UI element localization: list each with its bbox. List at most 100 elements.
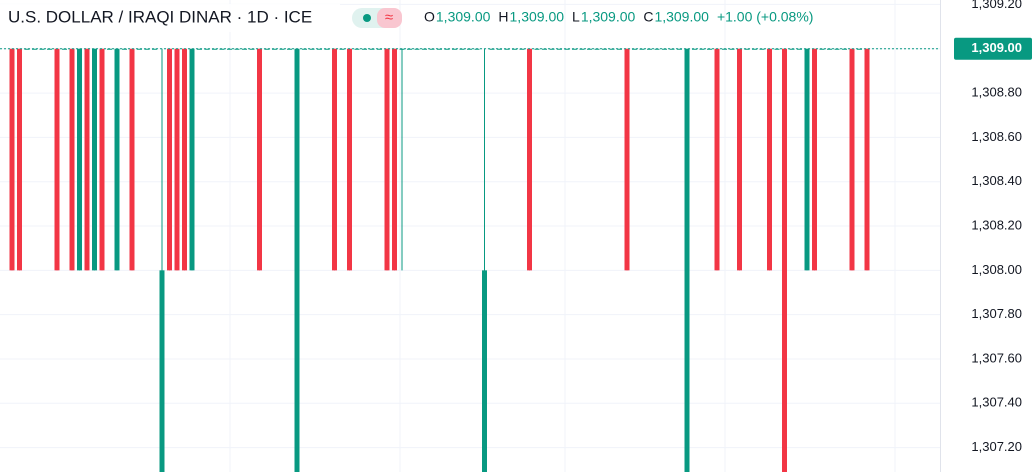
symbol-title: U.S. DOLLAR / IRAQI DINAR · 1D · ICE [8, 7, 312, 26]
candle-body [294, 48, 300, 472]
ohlc-value: 1,309.00 [510, 9, 565, 25]
ohlc-key: O [424, 9, 435, 25]
candle-body [624, 48, 630, 271]
ohlc-value: 1,309.00 [581, 9, 636, 25]
candle-body [744, 48, 750, 50]
y-tick-label: 1,308.80 [971, 85, 1022, 100]
candle-body [339, 48, 345, 50]
ohlc-key: H [498, 9, 508, 25]
candle-body [519, 48, 525, 50]
ohlc-key: C [643, 9, 653, 25]
candle-body [39, 48, 45, 50]
candle-body [324, 48, 330, 50]
ohlc-key: L [572, 9, 580, 25]
delay-icon: ≈ [385, 9, 393, 26]
y-tick-label: 1,307.40 [971, 395, 1022, 410]
candle-body [579, 48, 585, 50]
candle-body [699, 48, 705, 50]
candle-body [197, 48, 202, 50]
candle-body [452, 48, 457, 50]
y-tick-label: 1,307.80 [971, 306, 1022, 321]
candle-body [69, 48, 75, 271]
candle-body [497, 48, 502, 50]
candle-body [219, 48, 225, 50]
candle-body [279, 48, 285, 50]
plot [0, 3, 940, 472]
candle-body [32, 48, 37, 50]
candle-body [512, 48, 517, 50]
candle-body [9, 48, 15, 271]
candle-body [684, 48, 690, 472]
candle-body [392, 48, 397, 271]
candle-body [639, 48, 645, 50]
grid [229, 0, 896, 472]
candle-body [557, 48, 562, 50]
candle-body [797, 48, 802, 50]
candle-body [84, 48, 90, 271]
candle-body [144, 48, 150, 50]
candle-body [812, 48, 817, 271]
y-tick-label: 1,307.20 [971, 439, 1022, 454]
candle-body [264, 48, 270, 50]
candle-body [77, 48, 82, 271]
price-axis: 1,307.20 1,307.40 1,307.60 1,307.80 1,308.00… [940, 0, 1032, 472]
candle-body [437, 48, 442, 50]
y-tick-label: 1,308.40 [971, 173, 1022, 188]
candle-body [617, 48, 622, 50]
candle-body [384, 48, 390, 271]
candle-body [54, 48, 60, 271]
candle-body [167, 48, 172, 271]
y-tick-label: 1,309.20 [971, 0, 1022, 11]
y-tick-label: 1,308.60 [971, 129, 1022, 144]
last-price-label: 1,309.00 [971, 40, 1022, 55]
ohlc-value: 1,309.00 [436, 9, 491, 25]
candle-body [99, 48, 105, 271]
candle-body [332, 48, 337, 271]
candle-body [564, 48, 570, 50]
candle-body [137, 48, 142, 50]
candle-body [152, 48, 157, 50]
candle-body [17, 48, 22, 271]
ohlc-value: 1,309.00 [654, 9, 709, 25]
header-bg [0, 4, 340, 32]
candle-body [632, 48, 637, 50]
candle-body [204, 48, 210, 50]
candle-body [527, 48, 532, 271]
candle-body [737, 48, 742, 271]
candle-body [482, 270, 487, 472]
candle-body [182, 48, 187, 271]
delay-pill[interactable] [377, 8, 402, 28]
candle-body [677, 48, 682, 50]
candle-body [114, 48, 120, 271]
header: U.S. DOLLAR / IRAQI DINAR · 1D · ICE ≈ O… [0, 4, 813, 32]
candle-body [212, 48, 217, 50]
candle-body [272, 48, 277, 50]
market-status [363, 14, 371, 22]
candle-body [129, 48, 135, 271]
change: +1.00 (+0.08%) [717, 9, 814, 25]
candle-body [399, 48, 405, 50]
candle-body [819, 48, 825, 50]
candle-body [857, 48, 862, 50]
candle-body [782, 48, 787, 472]
candle-body [767, 48, 772, 271]
candle-body [504, 48, 510, 50]
candle-body [317, 48, 322, 50]
candle-body [92, 48, 97, 271]
candle-body [804, 48, 810, 271]
candle-body [849, 48, 855, 271]
candle-body [174, 48, 180, 271]
candle-body [159, 270, 165, 472]
candle-body [347, 48, 352, 271]
candle-body [759, 48, 765, 50]
candle-body [459, 48, 465, 50]
candle-body [714, 48, 720, 271]
last-price-tag [954, 37, 1032, 60]
candle-body [752, 48, 757, 50]
y-tick-label: 1,307.60 [971, 350, 1022, 365]
candle-body [572, 48, 577, 50]
y-tick-label: 1,308.00 [971, 262, 1022, 277]
